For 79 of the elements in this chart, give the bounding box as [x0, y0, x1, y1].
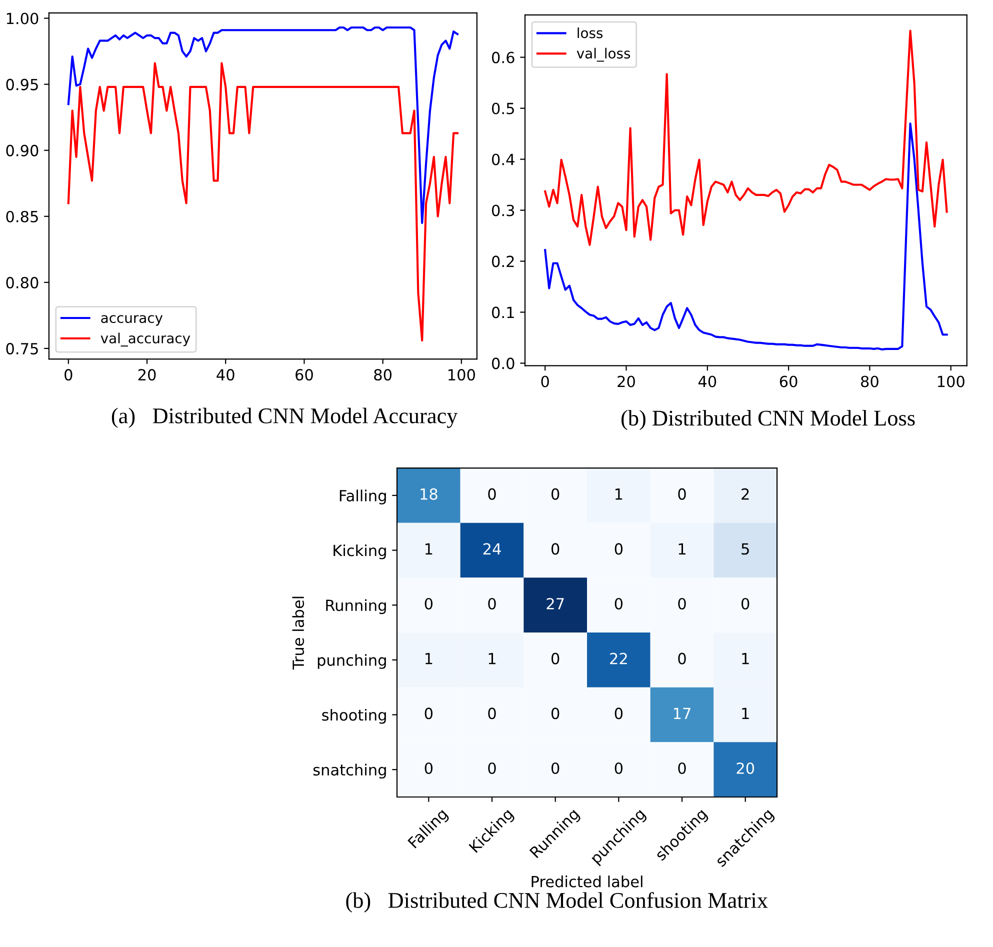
- text: (a) Distributed CNN Model Accuracy: [112, 408, 458, 428]
- data-label: 18: [420, 488, 438, 500]
- data-label: 1: [425, 652, 432, 664]
- data-label: 0: [614, 543, 623, 555]
- legend-label: accuracy: [101, 315, 163, 326]
- x-tick-label: 0: [541, 376, 549, 388]
- data-label: 0: [678, 652, 686, 664]
- text: (b) Distributed CNN Model Confusion Matrix: [346, 892, 768, 912]
- y-tick-label: Falling: [340, 490, 386, 504]
- data-label: 0: [551, 762, 560, 774]
- legend-label: val_loss: [576, 48, 630, 62]
- data-label: 0: [614, 598, 623, 610]
- data-label: 2: [742, 488, 749, 500]
- data-label: 20: [736, 762, 754, 774]
- data-label: 0: [424, 598, 433, 610]
- data-label: 0: [614, 762, 623, 774]
- data-label: 27: [546, 598, 564, 610]
- data-label: 0: [742, 598, 750, 610]
- x-tick-label: 80: [861, 376, 878, 388]
- x-tick-label: 20: [138, 369, 156, 381]
- y-axis-title: True label: [292, 596, 304, 670]
- x-axis-title: Predicted label: [532, 876, 642, 888]
- y-tick-label: 0.4: [492, 154, 514, 166]
- line-series: [544, 30, 948, 246]
- y-tick-label: 0.1: [492, 306, 514, 318]
- legend-label: loss: [578, 27, 603, 38]
- data-label: 0: [424, 762, 433, 774]
- data-label: 0: [488, 762, 496, 774]
- x-tick-label: 40: [698, 376, 716, 388]
- x-tick-label: 60: [780, 376, 798, 388]
- y-tick-label: 0.5: [492, 102, 514, 114]
- data-label: 0: [678, 762, 686, 774]
- y-tick-label: 0.80: [6, 276, 38, 288]
- y-tick-label: 0.90: [6, 144, 38, 156]
- data-label: 22: [610, 652, 627, 664]
- y-tick-label: Kicking: [334, 544, 386, 560]
- data-label: 0: [551, 708, 560, 720]
- data-label: 0: [614, 708, 623, 720]
- x-tick-label: 60: [296, 369, 313, 381]
- x-tick-label: 40: [216, 369, 234, 381]
- y-tick-label: 0.2: [492, 256, 514, 268]
- data-label: 17: [674, 708, 690, 719]
- data-label: 1: [616, 488, 622, 500]
- data-label: 0: [424, 708, 433, 720]
- y-tick-label: shooting: [322, 708, 386, 724]
- y-tick-label: 0.95: [6, 78, 38, 90]
- data-label: 5: [742, 543, 749, 555]
- y-tick-label: 0.85: [6, 210, 38, 222]
- data-label: 1: [678, 543, 686, 554]
- x-tick-label: 80: [374, 369, 392, 381]
- data-label: 24: [483, 543, 501, 554]
- text: (b) Distributed CNN Model Loss: [621, 410, 915, 430]
- data-label: 0: [551, 652, 560, 664]
- y-tick-label: 0.0: [492, 358, 514, 370]
- data-label: 1: [488, 652, 496, 664]
- data-label: 1: [425, 543, 432, 554]
- y-tick-label: 0.6: [492, 52, 514, 64]
- y-tick-label: 1.00: [6, 12, 38, 24]
- x-tick-label: 100: [448, 369, 475, 381]
- y-tick-label: Running: [326, 599, 386, 614]
- x-tick-label: 100: [938, 376, 964, 388]
- data-label: 0: [488, 488, 496, 500]
- legend-label: val_accuracy: [100, 332, 190, 347]
- x-tick-label: 20: [618, 376, 635, 388]
- data-label: 1: [742, 652, 749, 664]
- data-label: 0: [678, 598, 686, 610]
- y-tick-label: punching: [318, 654, 386, 669]
- line-series: [544, 122, 948, 350]
- data-label: 0: [678, 488, 686, 500]
- data-label: 1: [742, 708, 749, 719]
- data-label: 0: [551, 488, 560, 500]
- data-label: 0: [551, 543, 560, 555]
- y-tick-label: 0.3: [492, 204, 514, 216]
- x-tick-label: 0: [64, 369, 72, 381]
- data-label: 0: [488, 708, 496, 720]
- y-tick-label: snatching: [313, 764, 386, 779]
- y-tick-label: 0.75: [6, 342, 38, 354]
- data-label: 0: [488, 598, 496, 610]
- line-series: [67, 26, 459, 224]
